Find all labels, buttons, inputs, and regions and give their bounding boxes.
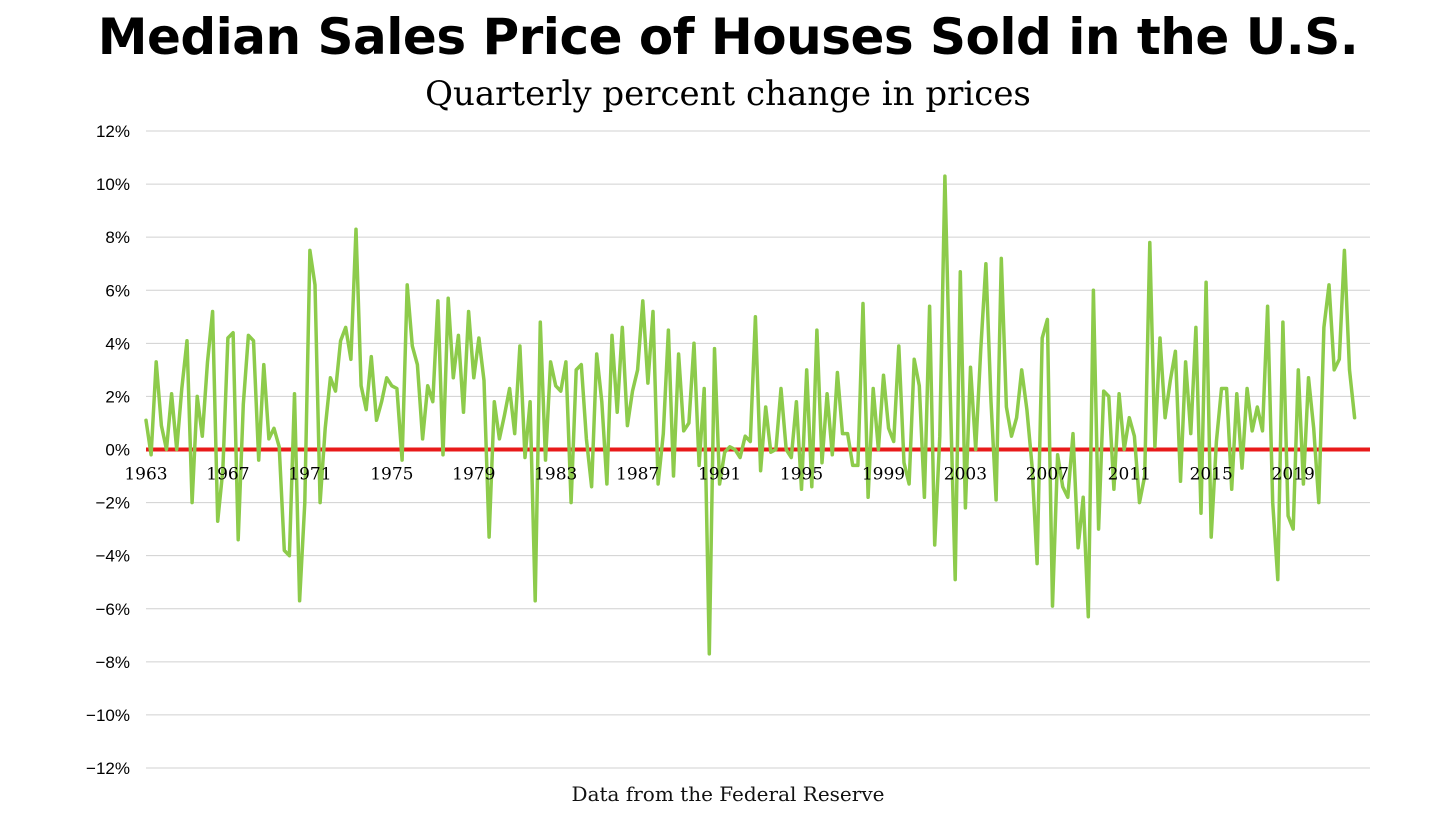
y-tick-label: 2% xyxy=(105,387,130,406)
y-tick-label: 12% xyxy=(96,122,130,141)
x-tick-label: 2011 xyxy=(1108,465,1151,485)
x-tick-label: 2007 xyxy=(1026,465,1069,485)
source-note: Data from the Federal Reserve xyxy=(571,782,885,806)
series-layer xyxy=(144,174,1357,656)
y-tick-label: 4% xyxy=(105,334,130,353)
x-tick-label: 1979 xyxy=(452,465,495,485)
x-tick-label: 1991 xyxy=(698,465,741,485)
y-axis-labels: 12% 10% 8% 6% 4% 2% 0% −2% −4% −6% −8% −10% −12% xyxy=(86,122,130,778)
x-tick-label: 2003 xyxy=(944,465,987,485)
x-tick-label: 1963 xyxy=(124,465,167,485)
x-tick-label: 2019 xyxy=(1272,465,1315,485)
y-tick-label: −12% xyxy=(86,759,130,778)
y-tick-label: −10% xyxy=(86,706,130,725)
y-tick-label: −4% xyxy=(96,547,131,566)
x-tick-label: 1995 xyxy=(780,465,823,485)
x-tick-label: 1999 xyxy=(862,465,905,485)
x-tick-label: 1983 xyxy=(534,465,577,485)
series-line xyxy=(144,174,1357,656)
y-tick-label: −6% xyxy=(96,600,131,619)
chart-title: Median Sales Price of Houses Sold in the… xyxy=(97,8,1359,66)
y-tick-label: 8% xyxy=(105,228,130,247)
y-tick-label: −8% xyxy=(96,653,131,672)
x-axis-labels: 1963 1967 1971 1975 1979 1983 1987 1991 1995 1999… xyxy=(124,465,1314,485)
chart-subtitle: Quarterly percent change in prices xyxy=(425,74,1031,114)
y-tick-label: 10% xyxy=(96,175,130,194)
y-tick-label: 0% xyxy=(105,441,130,460)
x-tick-label: 2015 xyxy=(1190,465,1233,485)
x-tick-label: 1971 xyxy=(288,465,331,485)
x-tick-label: 1987 xyxy=(616,465,659,485)
y-tick-label: −2% xyxy=(96,494,131,513)
x-tick-label: 1975 xyxy=(370,465,413,485)
y-tick-label: 6% xyxy=(105,281,130,300)
x-tick-label: 1967 xyxy=(206,465,249,485)
